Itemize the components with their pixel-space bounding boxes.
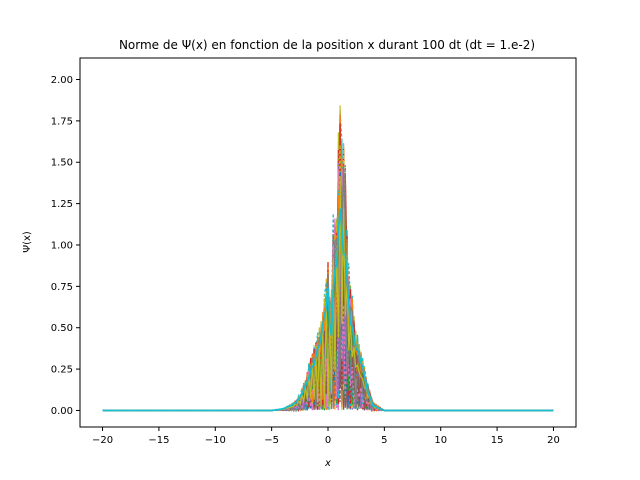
x-tick-label: −20 xyxy=(92,435,113,446)
x-tick-label: −15 xyxy=(148,435,169,446)
y-tick-label: 1.50 xyxy=(51,158,73,169)
y-tick-label: 0.00 xyxy=(51,406,73,417)
plot-lines xyxy=(102,105,554,413)
x-tick-label: 5 xyxy=(381,435,387,446)
x-axis-label: x xyxy=(324,458,331,469)
x-tick-label: 10 xyxy=(434,435,447,446)
x-tick-label: 20 xyxy=(547,435,560,446)
y-axis-ticks: 0.00 0.25 0.50 0.75 1.00 1.25 1.50 1.75 2.00 xyxy=(51,75,80,417)
x-tick-label: 15 xyxy=(491,435,504,446)
y-tick-label: 2.00 xyxy=(51,75,73,86)
x-tick-label: −5 xyxy=(264,435,279,446)
x-tick-label: −10 xyxy=(205,435,226,446)
series-line xyxy=(102,208,554,412)
chart-title: Norme de Ψ(x) en fonction de la position… xyxy=(119,38,535,52)
x-axis-ticks: −20 −15 −10 −5 0 5 10 15 20 xyxy=(92,427,560,446)
y-tick-label: 0.75 xyxy=(51,282,73,293)
y-tick-label: 0.50 xyxy=(51,323,73,334)
y-axis-label: Ψ(x) xyxy=(22,231,33,253)
y-tick-label: 1.25 xyxy=(51,199,73,210)
y-tick-label: 0.25 xyxy=(51,365,73,376)
y-tick-label: 1.00 xyxy=(51,240,73,251)
y-tick-label: 1.75 xyxy=(51,116,73,127)
x-tick-label: 0 xyxy=(325,435,331,446)
